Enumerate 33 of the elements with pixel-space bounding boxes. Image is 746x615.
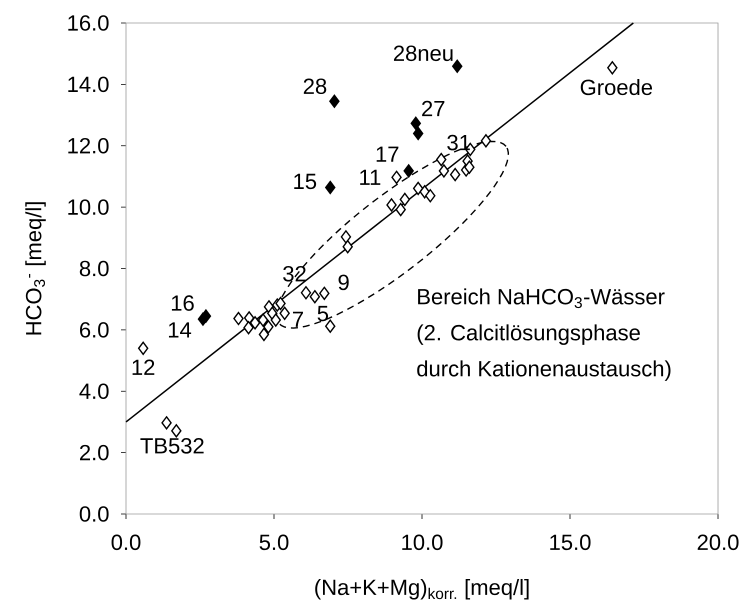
y-tick-label: 16.0 [68,15,109,31]
x-tick-label: 10.0 [402,534,443,550]
x-tick-label: 20.0 [698,534,739,550]
annotation: 28 [304,78,326,94]
y-tick-label: 4.0 [79,383,109,400]
x-axis-title: (Na+K+Mg)$_{korr.}$ [meq/l] [315,578,529,600]
annotation: 28neu [394,45,453,62]
annotation: 16 [172,295,194,311]
annotation: 17 [376,146,398,162]
annotation: TB532 [140,438,204,454]
y-tick-label: 6.0 [80,322,109,338]
annotation: Bereich NaHCO$_{3}$-Wässer (2. Calcitlösungsphase durch Kationenaustausch) [417,288,670,381]
annotation: 11 [360,170,380,185]
annotation: 14 [168,322,192,338]
annotation: 5 [318,306,328,322]
y-tick-label: 10.0 [68,199,109,215]
y-tick-label: 8.0 [80,260,109,276]
annotation: 27 [422,100,444,116]
annotation: 15 [294,174,316,190]
annotation: 9 [338,274,349,290]
annotation: 12 [132,359,154,375]
annotation: 7 [292,312,303,327]
y-tick-label: 2.0 [80,444,109,460]
x-tick-label: 5.0 [260,534,288,550]
y-axis-title: HCO$_{3}$$^{-}$ [meq/l] [25,202,46,335]
y-tick-label: 0.0 [80,506,109,522]
annotation: 31 [447,134,470,150]
y-tick-label: 14.0 [68,76,109,92]
annotation: 32 [283,266,306,282]
y-tick-label: 12.0 [68,138,109,154]
annotation: Groede [580,79,652,96]
x-tick-label: 0.0 [112,534,140,550]
x-tick-label: 15.0 [550,534,591,550]
